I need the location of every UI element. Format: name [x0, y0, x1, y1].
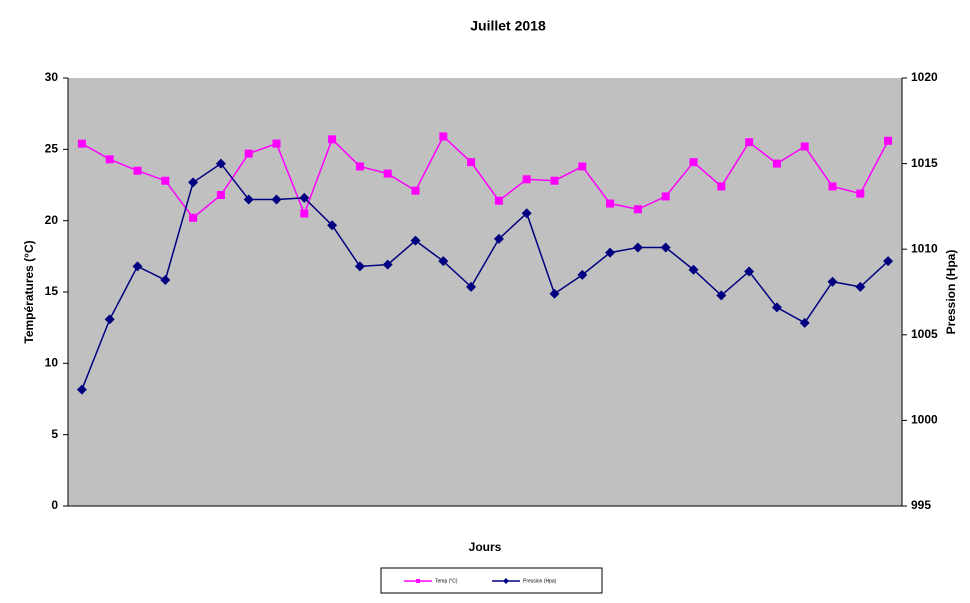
data-point [300, 209, 309, 218]
legend-marker [416, 579, 420, 583]
data-point [215, 158, 226, 169]
data-point [132, 261, 143, 272]
data-point [633, 205, 642, 214]
data-point [605, 247, 616, 258]
data-point [771, 302, 782, 313]
data-point [189, 213, 198, 222]
y2-tick-label: 1010 [911, 241, 938, 255]
data-point [467, 158, 476, 167]
data-point [354, 261, 365, 272]
data-point [855, 281, 866, 292]
legend-label: Pression (Hpa) [523, 578, 557, 584]
data-point [438, 256, 449, 267]
y2-tick-label: 1020 [911, 70, 938, 84]
data-point [105, 155, 114, 164]
chart-title: Juillet 2018 [470, 18, 546, 34]
data-point [104, 314, 115, 325]
data-point [632, 242, 643, 253]
data-point [439, 132, 448, 141]
data-point [383, 169, 392, 178]
data-point [133, 166, 142, 175]
data-point [744, 266, 755, 277]
data-point [799, 317, 810, 328]
data-point [355, 162, 364, 171]
data-point [856, 189, 865, 198]
y2-tick-label: 1005 [911, 327, 938, 341]
data-point [161, 176, 170, 185]
x-axis-label: Jours [469, 540, 502, 554]
series-line [81, 135, 889, 219]
y2-tick-label: 995 [911, 498, 931, 512]
data-point [689, 158, 698, 167]
data-point [411, 186, 420, 195]
data-point [688, 264, 699, 275]
y2-tick-label: 1000 [911, 413, 938, 427]
y-tick-label: 30 [45, 70, 59, 84]
y-tick-label: 20 [45, 213, 59, 227]
data-point [828, 182, 837, 191]
data-point [271, 194, 282, 205]
data-point [160, 275, 171, 286]
data-point [606, 199, 615, 208]
data-point [550, 176, 559, 185]
data-point [299, 192, 310, 203]
data-point [883, 256, 894, 267]
data-point [243, 194, 254, 205]
y-tick-label: 15 [45, 284, 59, 298]
data-point [745, 138, 754, 147]
y-tick-label: 5 [51, 427, 58, 441]
data-point [716, 290, 727, 301]
y-tick-label: 0 [51, 498, 58, 512]
data-point [522, 175, 531, 184]
data-point [77, 139, 86, 148]
data-point [493, 233, 504, 244]
legend-label: Temp (°C) [435, 578, 458, 584]
data-point [494, 196, 503, 205]
data-point [661, 192, 670, 201]
plot-area [68, 78, 902, 506]
y-tick-label: 10 [45, 356, 59, 370]
data-point [578, 162, 587, 171]
legend-marker [503, 578, 509, 584]
data-point [827, 276, 838, 287]
series-line [81, 162, 889, 390]
data-point [76, 384, 87, 395]
data-point [244, 149, 253, 158]
data-point [521, 208, 532, 219]
data-point [800, 142, 809, 151]
data-point [466, 281, 477, 292]
data-point [382, 259, 393, 270]
data-point [884, 136, 893, 145]
data-point [660, 242, 671, 253]
data-point [327, 220, 338, 231]
data-point [272, 139, 281, 148]
data-point [216, 190, 225, 199]
data-point [772, 159, 781, 168]
y-axis-label: Températures (°C) [22, 240, 36, 343]
y2-tick-label: 1015 [911, 156, 938, 170]
data-point [549, 288, 560, 299]
data-point [328, 135, 337, 144]
y-tick-label: 25 [45, 142, 59, 156]
data-point [577, 269, 588, 280]
data-point [188, 177, 199, 188]
y2-axis-label: Pression (Hpa) [944, 250, 958, 335]
data-point [717, 182, 726, 191]
data-point [410, 235, 421, 246]
